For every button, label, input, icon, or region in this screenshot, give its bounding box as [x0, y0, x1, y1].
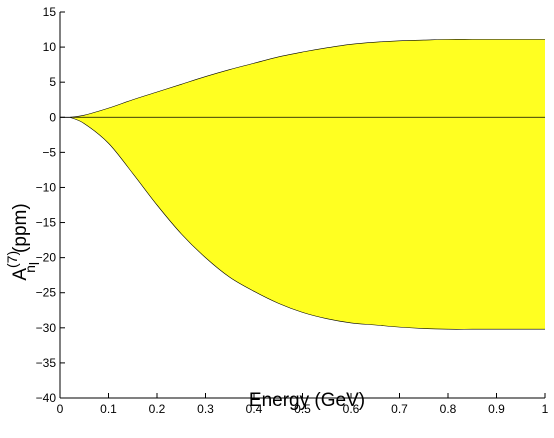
x-tick-label: 0.4 [246, 402, 263, 416]
y-tick-label: −35 [36, 356, 57, 370]
y-tick-label: −25 [36, 286, 57, 300]
plot-area [60, 39, 545, 330]
x-tick-label: 0 [57, 402, 64, 416]
x-tick-label: 0.8 [440, 402, 457, 416]
y-tick-label: −5 [42, 145, 56, 159]
y-axis-title-superscript: (7) [4, 251, 20, 268]
x-tick-label: 0.2 [149, 402, 166, 416]
y-tick-label: −10 [36, 180, 57, 194]
y-axis-title-base: A [10, 268, 31, 281]
x-tick-label: 0.7 [391, 402, 408, 416]
y-axis-title-sub-subscript: l [26, 262, 42, 265]
y-tick-label: −15 [36, 216, 57, 230]
y-axis-title-unit: (ppm) [10, 203, 31, 253]
y-tick-label: −30 [36, 321, 57, 335]
x-tick-label: 0.6 [343, 402, 360, 416]
y-tick-label: 0 [49, 110, 56, 124]
y-tick-label: 5 [49, 75, 56, 89]
y-tick-label: 15 [43, 5, 57, 19]
x-tick-label: 1 [542, 402, 549, 416]
svg-text:A(7)nl(ppm): A(7)nl (ppm) [4, 203, 42, 280]
band-lower-edge [60, 116, 545, 330]
band-fill [60, 39, 545, 330]
band-upper-edge [60, 39, 545, 118]
y-tick-label: −20 [36, 251, 57, 265]
x-tick-label: 0.1 [100, 402, 117, 416]
y-axis-title-subscript: n [22, 265, 38, 273]
y-tick-label: −40 [36, 391, 57, 405]
y-axis-title: A(7)nl (ppm) [4, 203, 42, 280]
x-axis-title: Energy (GeV) [249, 390, 365, 411]
axes: 0 0.1 0.2 0.3 0.4 0.5 0.6 0.7 0.8 0.9 1 −40 −35 −30 −2… [36, 5, 549, 416]
x-tick-label: 0.5 [294, 402, 311, 416]
x-tick-label: 0.9 [488, 402, 505, 416]
y-tick-label: 10 [43, 40, 57, 54]
x-tick-label: 0.3 [197, 402, 214, 416]
